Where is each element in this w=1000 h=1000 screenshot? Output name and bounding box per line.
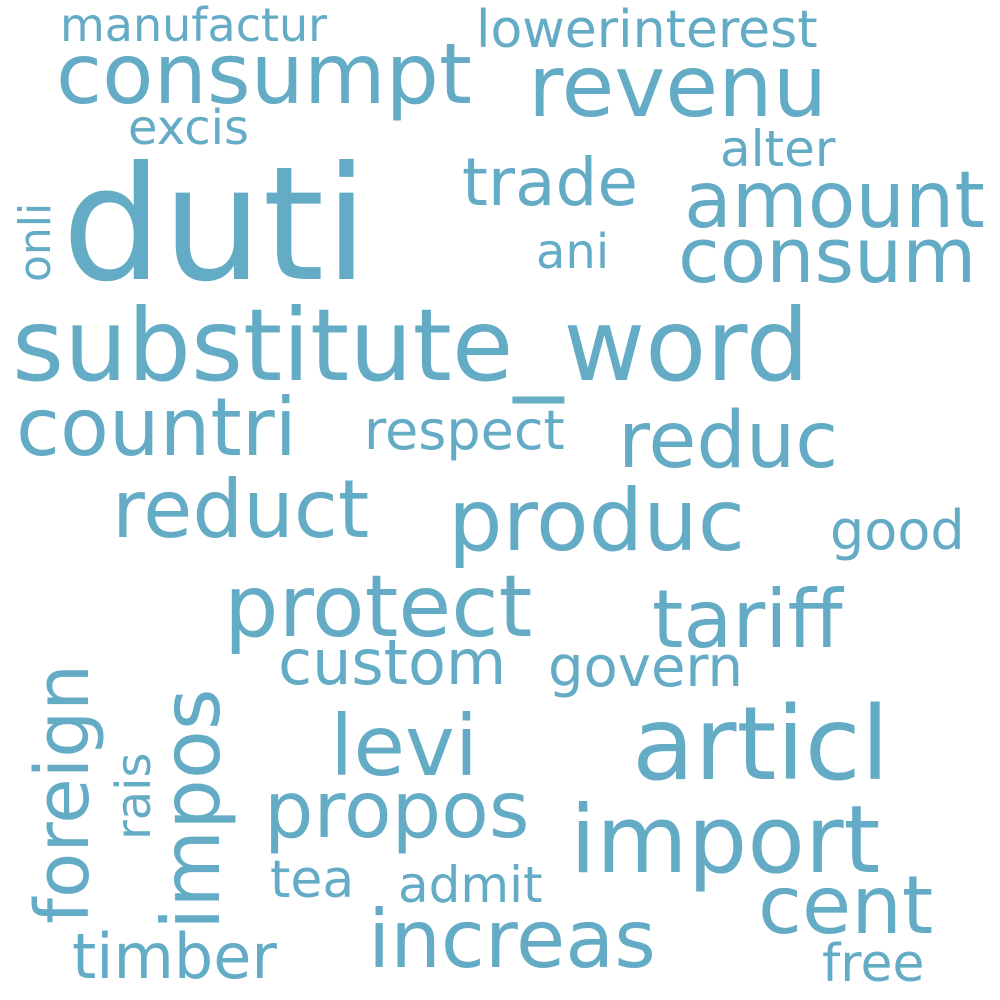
word-articl: articl (632, 685, 890, 804)
word-govern: govern (548, 635, 743, 700)
word-good: good (830, 499, 965, 562)
word-custom: custom (278, 626, 507, 699)
word-protect: protect (224, 557, 533, 657)
word-tea: tea (270, 850, 355, 910)
word-respect: respect (364, 399, 565, 462)
word-foreign: foreign (20, 663, 106, 924)
word-timber: timber (72, 920, 277, 993)
word-import: import (570, 786, 881, 895)
word-manufactur: manufactur (60, 0, 328, 52)
word-countri: countri (16, 381, 297, 474)
word-cent: cent (758, 859, 934, 952)
word-admit: admit (398, 856, 543, 914)
word-impos: impos (145, 688, 238, 930)
word-consumpt: consumpt (56, 25, 472, 123)
word-ani: ani (536, 224, 610, 280)
word-levi: levi (330, 697, 479, 795)
word-amount: amount (684, 156, 985, 246)
word-rais: rais (106, 752, 162, 841)
word-duti: duti (62, 133, 369, 317)
word-trade: trade (462, 144, 638, 221)
word-revenu: revenu (528, 37, 828, 137)
word-free: free (822, 934, 925, 994)
word-produc: produc (448, 471, 746, 571)
word-substitute-word: substitute_word (12, 287, 810, 404)
word-onli: onli (10, 202, 61, 282)
word-consum: consum (678, 211, 977, 300)
word-reduct: reduct (112, 463, 370, 556)
word-alter: alter (720, 120, 836, 178)
word-lowerinterest: lowerinterest (476, 0, 818, 60)
word-propos: propos (264, 766, 530, 856)
word-reduc: reduc (618, 396, 839, 486)
word-tariff: tariff (652, 573, 843, 666)
word-excis: excis (128, 100, 249, 156)
word-increas: increas (368, 893, 656, 986)
